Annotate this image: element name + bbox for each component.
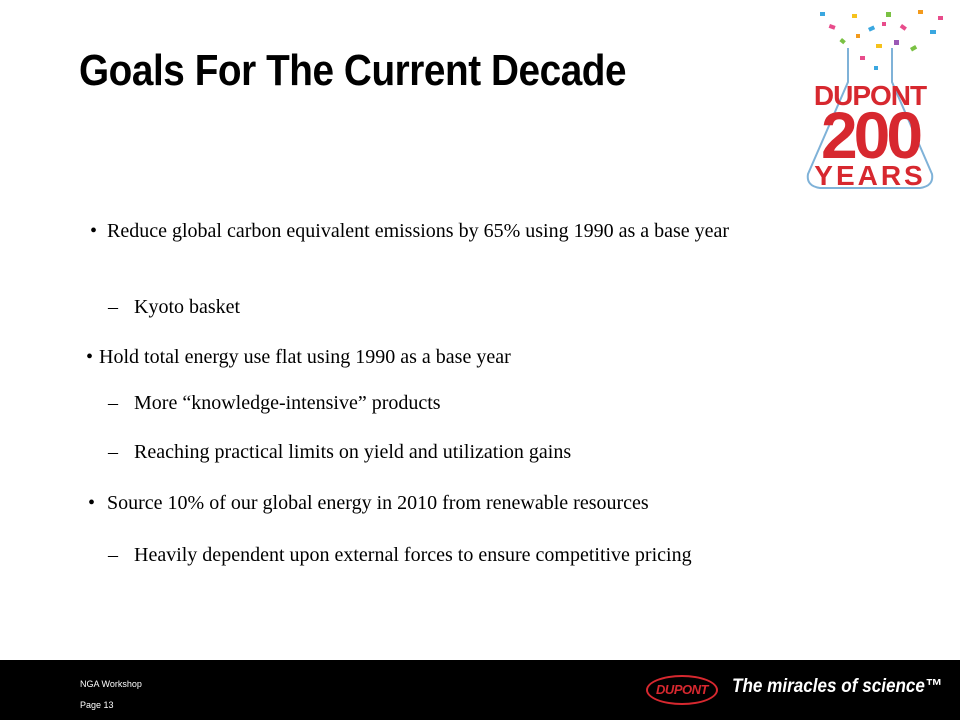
list-item-text: Source 10% of our global energy in 2010 … [107,492,649,514]
confetti-flask-icon [806,10,943,189]
list-subitem: – Reaching practical limits on yield and … [108,441,571,464]
logo-dupont-text: DUPONT [813,80,927,111]
bullet-icon: • [86,346,94,368]
list-item-text: Reduce global carbon equivalent emission… [107,220,730,242]
bullet-icon: • [88,492,96,514]
list-item: • Reduce global carbon equivalent emissio… [86,216,896,246]
list-subitem: – More “knowledge-intensive” products [108,392,441,415]
logo-years-text: YEARS [814,160,926,191]
footer-page-number: Page 13 [80,700,114,710]
slide-title: Goals For The Current Decade [79,46,627,95]
dupont-200-years-logo: DUPONT 200 YEARS [790,4,950,194]
dash-icon: – [108,392,118,414]
dash-icon: – [108,296,118,318]
bullet-icon: • [90,220,98,242]
list-subitem-text: Kyoto basket [134,296,241,318]
dash-icon: – [108,441,118,463]
footer-bar: NGA Workshop Page 13 DUPONT The miracles… [0,660,960,720]
footer-tagline: The miracles of science™ [732,676,943,697]
list-item-text: Hold total energy use flat using 1990 as… [99,346,511,368]
list-item: • Source 10% of our global energy in 2010… [86,492,649,515]
list-subitem: – Kyoto basket [108,296,240,319]
list-subitem-text: Heavily dependent upon external forces t… [134,544,692,566]
dash-icon: – [108,544,118,566]
list-subitem-text: More “knowledge-intensive” products [134,392,441,414]
logo-200-text: 200 [820,98,923,172]
list-subitem-text: Reaching practical limits on yield and u… [134,441,572,463]
dupont-oval-logo: DUPONT [646,675,718,705]
footer-workshop-label: NGA Workshop [80,679,142,689]
list-item: • Hold total energy use flat using 1990 a… [86,346,511,369]
list-subitem: – Heavily dependent upon external forces … [108,544,692,567]
